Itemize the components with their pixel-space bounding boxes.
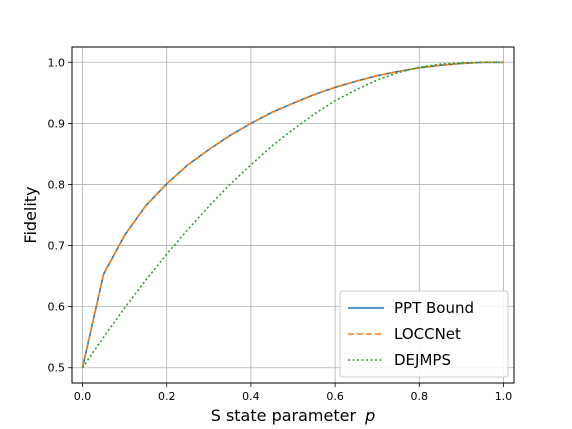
plot-series bbox=[81, 61, 504, 369]
x-axis-label-var: p bbox=[364, 406, 375, 425]
x-axis-label-text: S state parameter bbox=[211, 406, 357, 425]
legend-label: PPT Bound bbox=[394, 299, 474, 317]
y-axis-label: Fidelity bbox=[21, 186, 40, 243]
y-tick-label: 0.9 bbox=[48, 117, 66, 130]
legend-label: LOCCNet bbox=[394, 325, 461, 343]
x-tick-label: 0.0 bbox=[74, 390, 92, 403]
y-tick-label: 0.5 bbox=[48, 362, 66, 375]
y-tick-label: 0.8 bbox=[48, 178, 66, 191]
legend-label: DEJMPS bbox=[394, 351, 451, 369]
plot-frame bbox=[71, 46, 515, 384]
grid bbox=[72, 47, 514, 383]
legend-box bbox=[339, 290, 509, 378]
axis-ticks: 0.0 0.2 0.4 0.6 0.8 1.0 0.5 0.6 0.7 0.8 0.9 1.0 bbox=[48, 56, 513, 403]
y-tick-label: 1.0 bbox=[48, 56, 66, 69]
x-axis-label: S state parameter p bbox=[211, 406, 376, 425]
x-tick-label: 0.8 bbox=[411, 390, 429, 403]
y-tick-label: 0.6 bbox=[48, 301, 66, 314]
x-tick-label: 1.0 bbox=[495, 390, 513, 403]
y-tick-label: 0.7 bbox=[48, 240, 66, 253]
x-tick-label: 0.6 bbox=[326, 390, 344, 403]
legend: PPT Bound LOCCNet DEJMPS bbox=[339, 290, 509, 378]
series-line-ppt-bound bbox=[81, 61, 504, 368]
x-tick-label: 0.2 bbox=[158, 390, 176, 403]
x-tick-label: 0.4 bbox=[242, 390, 260, 403]
